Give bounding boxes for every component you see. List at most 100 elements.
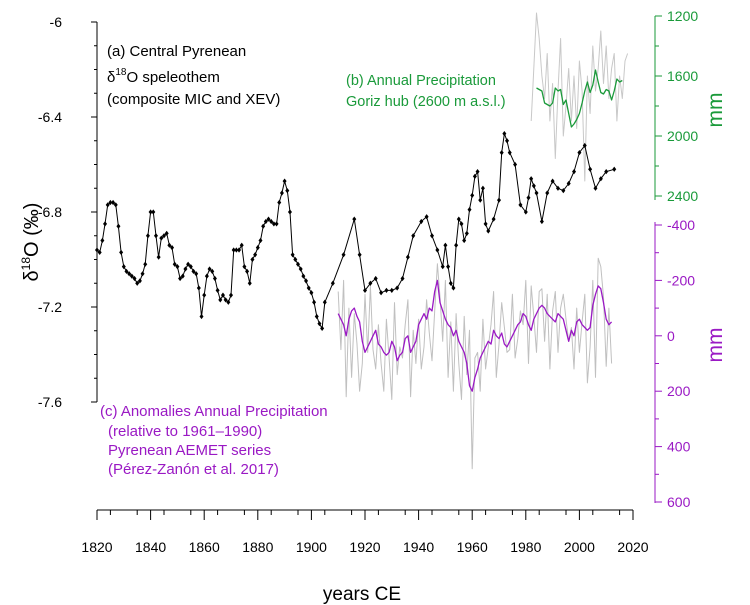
right-axis-c-ticks: -400 -200 0 200 400 600 [655,217,695,510]
right-c-tick-label: -400 [667,217,695,233]
delta18o-point [255,245,260,251]
annotation-c-line3: Pyrenean AEMET series [108,442,271,459]
delta18o-point [274,221,279,227]
right-c-tick-label: 600 [667,494,691,510]
delta18o-point [373,275,378,282]
x-tick-label: 1840 [135,539,166,555]
delta18o-point [435,247,440,253]
delta18o-point [180,273,185,279]
delta18o-point [218,297,223,303]
delta18o-point [545,190,550,196]
delta18o-point [518,202,523,208]
delta18o-point [100,237,105,244]
delta18o-point [451,285,456,291]
delta18o-point [539,218,544,225]
delta18o-point [529,176,534,182]
delta18o-point [223,297,228,303]
delta18o-point [129,273,134,279]
delta18o-point [379,290,384,296]
delta18o-point [196,285,201,291]
delta18o-point [462,237,467,244]
delta18o-point [497,197,501,203]
x-tick-label: 1960 [457,539,488,555]
x-axis-label: years CE [323,584,401,605]
delta18o-point [148,209,153,215]
delta18o-point [298,266,303,272]
delta18o-point [491,216,496,222]
delta18o-point [151,209,156,215]
annotation-c-line1: (c) Anomalies Annual Precipitation [100,403,328,420]
delta18o-point [159,235,164,241]
delta18o-point [127,271,132,277]
delta18o-point [502,131,507,137]
annotation-c-line4: (Pérez-Zanón et al. 2017) [108,461,279,478]
right-axis-c-label: mm [704,328,727,363]
delta18o-point [309,290,314,296]
left-tick-label: -7.2 [38,299,62,315]
delta18o-point [301,273,306,279]
x-tick-label: 1900 [296,539,327,555]
delta18o-point [124,268,129,274]
delta18o-point [352,216,357,222]
delta18o-point [464,230,469,236]
x-tick-label: 1940 [403,539,434,555]
annotation-b-line1: (b) Annual Precipitation [346,73,496,89]
left-axis-ticks: -6 -6.4 -6.8 -7.2 -7.6 [38,14,97,410]
aemet-anomaly-smooth-line [337,279,613,392]
delta18o-point [419,218,424,225]
left-axis-label: δ18O (‰) [19,203,43,282]
delta18o-point [215,287,220,293]
delta18o-point [188,264,193,270]
series-layer [95,12,629,470]
delta18o-point [312,299,317,305]
delta18o-point [604,169,609,175]
delta18o-point [389,287,394,293]
delta18o-point [598,176,603,182]
delta18o-point [424,214,429,220]
delta18o-point [505,138,510,144]
goriz-precip-grey-line [530,12,629,182]
right-c-tick-label: 200 [667,383,691,399]
delta18o-point [137,278,142,284]
delta18o-point [480,185,485,191]
delta18o-point [566,180,571,187]
annotation-a-line3: (composite MIC and XEV) [107,91,280,108]
delta18o-point [279,190,284,196]
delta18o-point [475,169,480,175]
delta18o-point [143,261,148,267]
delta18o-point [550,178,555,184]
delta18o-point [483,221,488,227]
delta18o-point [250,256,255,263]
right-c-tick-label: 400 [667,439,691,455]
right-b-tick-label: 1200 [667,8,698,24]
delta18o-point [304,278,309,284]
delta18o-point [111,199,116,206]
x-tick-label: 2020 [617,539,648,555]
delta18o-point [363,287,367,293]
delta18o-point [191,268,196,274]
right-c-tick-label: -200 [667,272,695,288]
delta18o-point [178,275,183,282]
delta18o-point [296,261,300,267]
delta18o-point [555,185,560,191]
delta18o-point [384,287,389,293]
delta18o-point [486,228,491,234]
delta18o-point [523,209,528,215]
left-tick-label: -7.6 [38,394,62,410]
delta18o-point [499,150,504,156]
delta18o-point [526,195,531,201]
delta18o-point [443,242,448,248]
delta18o-point [582,142,587,149]
left-tick-label: -6 [50,14,63,30]
delta18o-line [96,133,615,329]
delta18o-point [220,292,225,298]
annotation-a-line2: δ18O speleothem [107,67,220,86]
delta18o-point [448,280,453,286]
delta18o-point [135,280,140,286]
delta18o-point [116,223,121,229]
delta18o-point [167,242,172,248]
delta18o-point [253,252,258,258]
delta18o-point [266,216,271,222]
delta18o-point [577,150,582,156]
